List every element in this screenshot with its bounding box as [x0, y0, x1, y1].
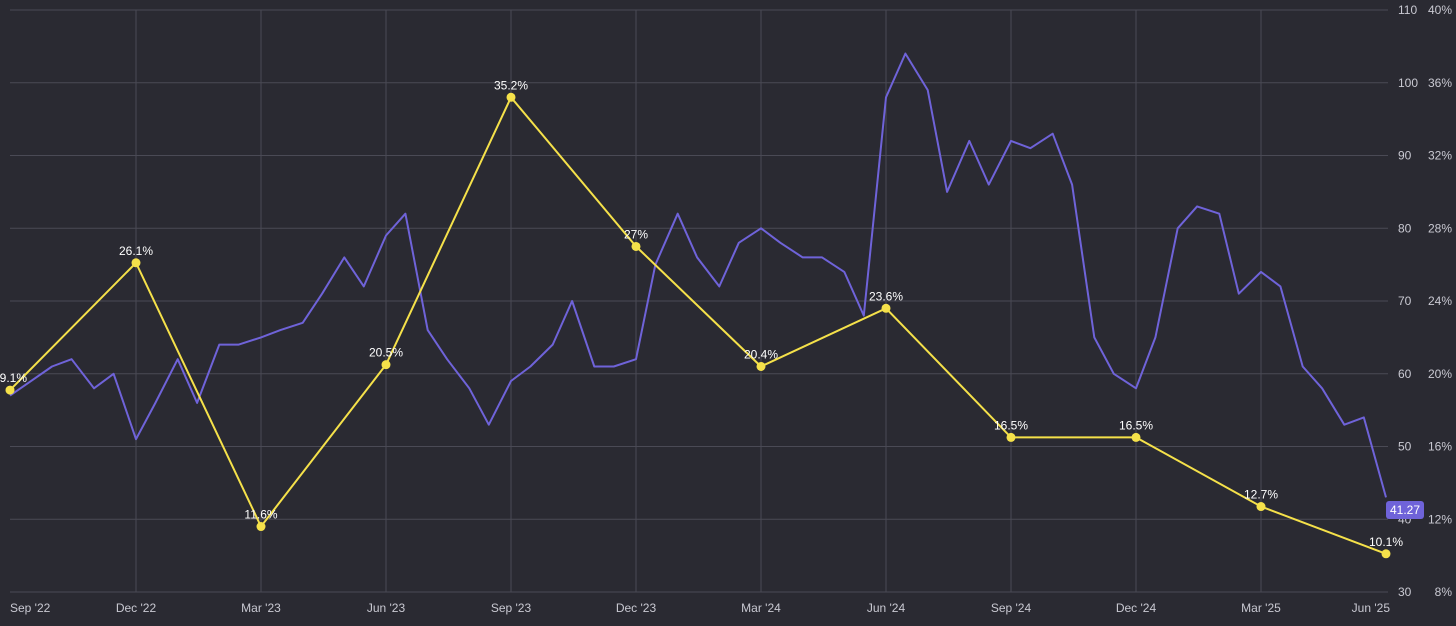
last-price-badge-bg [1386, 501, 1424, 520]
percent-point [881, 303, 891, 313]
y-right-tick-label: 16% [1428, 440, 1452, 454]
x-tick-label: Sep '24 [991, 601, 1032, 615]
y-right-tick-label: 8% [1435, 585, 1453, 599]
x-tick-label: Dec '22 [116, 601, 157, 615]
y-left-tick-label: 60 [1398, 367, 1412, 381]
y-right-tick-label: 28% [1428, 221, 1452, 235]
y-left-tick-label: 110 [1398, 3, 1417, 17]
price-line [9, 52, 1387, 498]
y-left-tick-label: 50 [1398, 440, 1412, 454]
x-tick-label: Sep '22 [10, 601, 51, 615]
x-tick-label: Dec '24 [1116, 601, 1157, 615]
percent-data-label: 19.1% [0, 371, 27, 385]
y-right-tick-label: 12% [1428, 512, 1452, 526]
percent-data-label: 23.6% [869, 289, 903, 303]
percent-data-label: 11.6% [244, 508, 277, 522]
y-right-tick-label: 36% [1428, 76, 1452, 90]
horizontal-gridlines [10, 9, 1388, 593]
percent-data-label: 16.5% [994, 418, 1028, 432]
x-tick-label: Sep '23 [491, 601, 532, 615]
y-right-tick-label: 32% [1428, 149, 1452, 163]
percent-point [1006, 432, 1016, 442]
percent-point [631, 241, 641, 251]
last-price-label: 41.27 [1390, 503, 1420, 517]
y-left-tick-label: 30 [1398, 585, 1412, 599]
y-left-tick-label: 100 [1398, 76, 1418, 90]
percent-data-label: 16.5% [1119, 418, 1153, 432]
percent-line [9, 95, 1387, 555]
x-tick-label: Jun '25 [1352, 601, 1391, 615]
price-series [9, 52, 1387, 498]
y-left-tick-label: 90 [1398, 149, 1412, 163]
x-tick-label: Mar '23 [241, 601, 281, 615]
percent-data-label: 20.5% [369, 346, 403, 360]
y-right-axis-ticks: 8% 12% 16% 20% 24% 28% 32% 36% 40% [1428, 3, 1452, 599]
percent-point [1131, 432, 1141, 442]
x-tick-label: Dec '23 [616, 601, 657, 615]
percent-point [756, 361, 766, 371]
percent-point [131, 258, 141, 268]
percent-data-label: 20.4% [744, 347, 778, 361]
percent-point [381, 360, 391, 370]
y-right-tick-label: 40% [1428, 3, 1452, 17]
percent-data-label: 10.1% [1369, 535, 1403, 549]
percent-series: 19.1% 26.1% 11.6% 20.5% 35.2% 27% 20.4% 23.6% 16… [0, 78, 1403, 559]
percent-data-label: 26.1% [119, 244, 153, 258]
percent-point [256, 522, 266, 532]
percent-data-label: 12.7% [1244, 488, 1278, 502]
y-right-tick-label: 24% [1428, 294, 1452, 308]
percent-point [506, 92, 516, 102]
last-price-badge: 41.27 [1386, 501, 1424, 520]
percent-point [5, 385, 15, 395]
y-left-tick-label: 80 [1398, 221, 1412, 235]
percent-data-label: 27% [624, 227, 648, 241]
percent-point [1256, 502, 1266, 512]
y-right-tick-label: 20% [1428, 367, 1452, 381]
y-left-tick-label: 70 [1398, 294, 1412, 308]
percent-point [1381, 549, 1391, 559]
x-tick-label: Jun '23 [367, 601, 406, 615]
percent-data-label: 35.2% [494, 78, 528, 92]
x-axis-ticks: Sep '22 Dec '22 Mar '23 Jun '23 Sep '23 Dec '… [10, 601, 1390, 615]
x-tick-label: Jun '24 [867, 601, 906, 615]
x-tick-label: Mar '24 [741, 601, 781, 615]
x-tick-label: Mar '25 [1241, 601, 1281, 615]
